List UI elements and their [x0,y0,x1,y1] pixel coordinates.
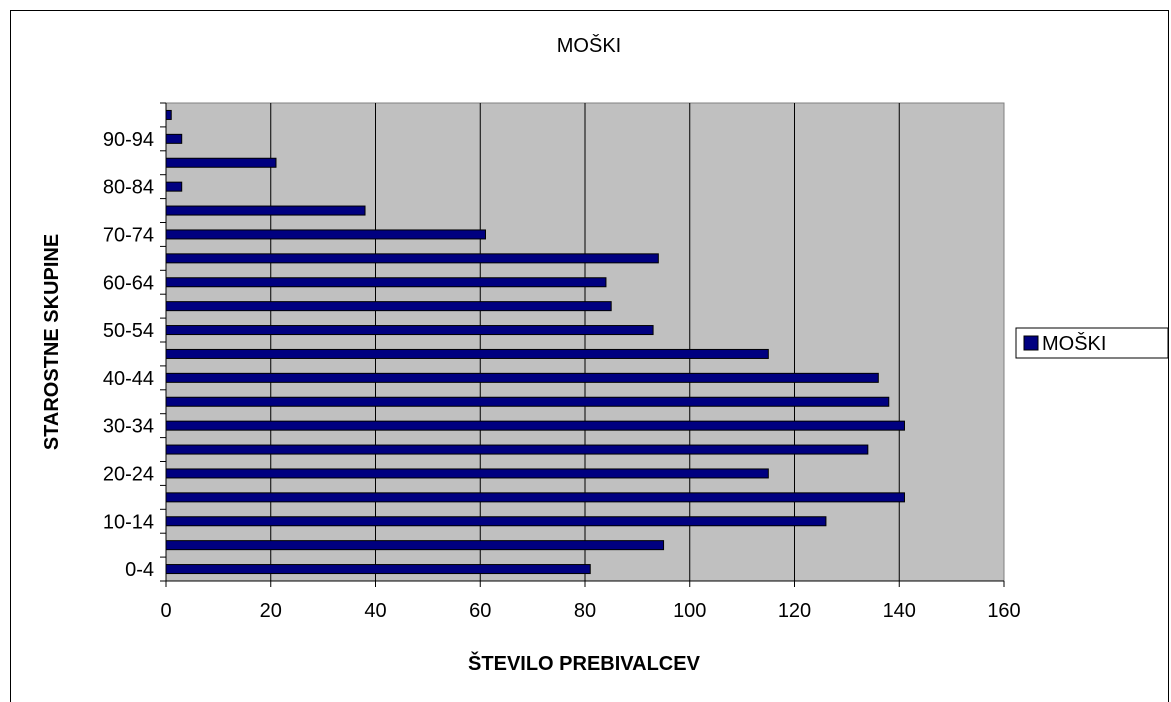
x-tick-label: 80 [574,600,596,622]
y-tick-label: 0-4 [125,559,154,581]
y-tick-label: 70-74 [103,224,154,246]
x-tick-label: 120 [778,600,811,622]
bar-0-4 [165,564,591,575]
bar-15-19 [165,492,905,503]
x-tick-label: 0 [160,600,171,622]
y-tick-label: 90-94 [103,129,154,151]
bar-60-64 [165,277,607,288]
legend: MOŠKI [1015,327,1169,359]
y-tick-label: 80-84 [103,177,154,199]
bar-65-69 [165,253,659,264]
bar-45-49 [165,348,769,359]
x-tick-label: 160 [987,600,1020,622]
x-tick-label: 60 [469,600,491,622]
bar-10-14 [165,516,827,527]
bar-70-74 [165,229,486,240]
bar-75-79 [165,205,366,216]
x-tick-label: 20 [260,600,282,622]
bar-20-24 [165,468,769,479]
legend-label: MOŠKI [1042,332,1106,355]
y-tick-label: 10-14 [103,511,154,533]
y-tick-label: 40-44 [103,368,154,390]
bar-5-9 [165,540,665,551]
y-tick-label: 60-64 [103,272,154,294]
bar-55-59 [165,301,612,312]
bar-35-39 [165,396,890,407]
y-tick-labels: 0-4 10-14 20-24 30-34 40-44 50-54 60-64 70-74 80… [103,129,154,581]
bar-80-84 [165,181,183,192]
x-tick-label: 40 [364,600,386,622]
axes [160,102,1005,587]
bar-50-54 [165,325,654,336]
legend-swatch [1023,335,1039,351]
bar-30-34 [165,420,905,431]
x-axis-label: ŠTEVILO PREBIVALCEV [468,651,701,675]
y-tick-label: 20-24 [103,463,154,485]
x-tick-label: 140 [883,600,916,622]
bar-85-89 [165,157,277,168]
bar-40-44 [165,372,879,383]
x-tick-label: 100 [673,600,706,622]
y-axis-label: STAROSTNE SKUPINE [41,234,63,450]
y-tick-label: 30-34 [103,416,154,438]
bar-90-94 [165,133,183,144]
x-tick-labels: 0 20 40 60 80 100 120 140 160 [160,600,1020,622]
bar-95-99 [165,109,172,120]
bar-25-29 [165,444,869,455]
chart-title: MOŠKI [557,34,621,57]
legend-box [1015,327,1169,359]
y-tick-label: 50-54 [103,320,154,342]
